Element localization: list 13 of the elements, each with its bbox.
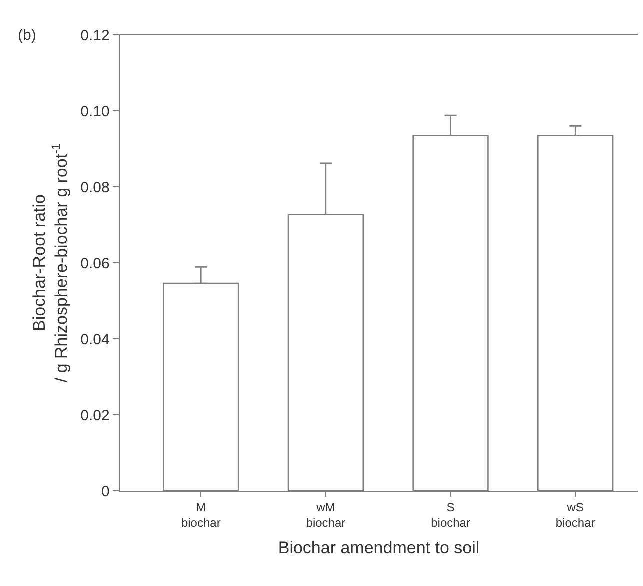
x-tick-label: wM biochar xyxy=(306,500,346,530)
x-axis-title: Biochar amendment to soil xyxy=(278,538,480,558)
x-tick-label: wS biochar xyxy=(556,500,596,530)
y-tick-label: 0.06 xyxy=(80,255,110,272)
y-tick-label: 0.04 xyxy=(80,331,110,348)
x-tick-label: S biochar xyxy=(431,500,470,530)
y-tick-label: 0 xyxy=(102,483,110,500)
text: (b) xyxy=(18,27,36,44)
y-tick-label: 0.12 xyxy=(80,27,110,44)
y-tick-label: 0.10 xyxy=(80,103,110,120)
y-tick-label: 0.02 xyxy=(80,407,110,424)
y-tick-label: 0.08 xyxy=(80,179,110,196)
x-tick-label: M biochar xyxy=(181,500,221,530)
